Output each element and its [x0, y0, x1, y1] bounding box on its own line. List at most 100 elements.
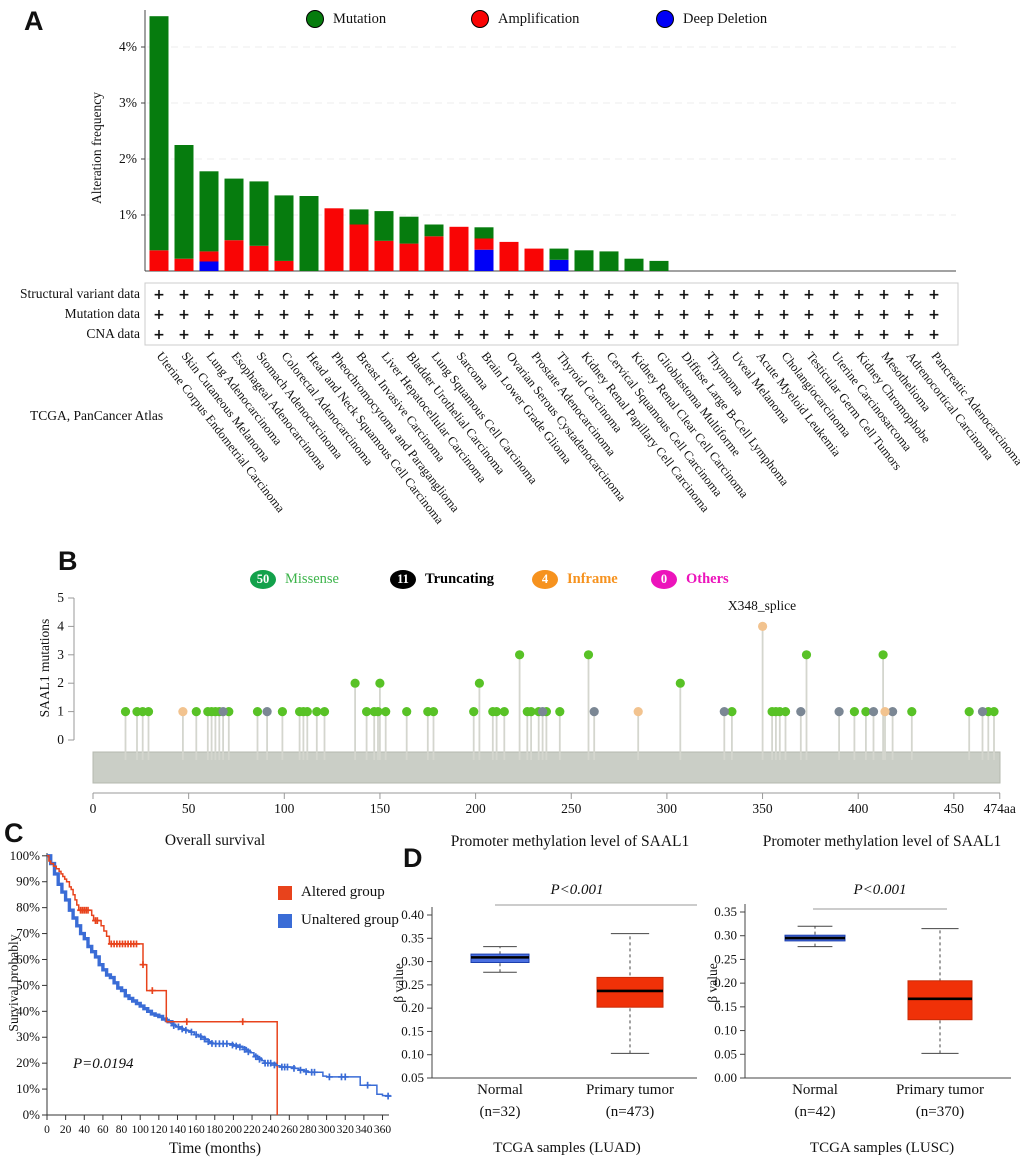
data-available-mark: +: [528, 287, 540, 303]
x-tick-label: 150: [370, 801, 391, 816]
x-tick-label: 0: [44, 1124, 50, 1136]
deep-deletion-legend-label: Deep Deletion: [683, 10, 768, 27]
lollipop-dot: [492, 707, 502, 717]
data-available-mark: +: [478, 287, 490, 303]
row-label-mutation-data: Mutation data: [64, 306, 140, 321]
x-tick-label: 100: [274, 801, 295, 816]
lollipop-dot: [964, 707, 974, 717]
bar-segment: [499, 241, 519, 271]
altered-curve: [47, 855, 278, 1115]
unaltered-group-label: Unaltered group: [301, 912, 399, 928]
x-tick-label: 260: [281, 1124, 299, 1136]
bar-segment: [574, 250, 594, 271]
bar-segment: [649, 260, 669, 271]
lollipop-dot: [849, 707, 860, 717]
data-available-mark: +: [428, 327, 440, 343]
bar-segment: [474, 238, 494, 250]
legend-item-truncating: 11 Truncating: [390, 570, 494, 589]
bar-segment: [199, 251, 219, 262]
x-tick-label: 220: [243, 1124, 261, 1136]
data-available-mark: +: [653, 307, 665, 323]
x-tick-label: 340: [355, 1124, 373, 1136]
bar-segment: [274, 195, 294, 261]
x-tick-label: 280: [299, 1124, 317, 1136]
data-available-mark: +: [828, 287, 840, 303]
data-available-mark: +: [203, 307, 215, 323]
luad-x-axis-title: TCGA samples (LUAD): [493, 1140, 641, 1156]
lollipop-dot: [252, 707, 263, 717]
bar-segment: [349, 209, 369, 225]
data-available-mark: +: [803, 327, 815, 343]
data-available-mark: +: [328, 307, 340, 323]
data-available-mark: +: [903, 307, 915, 323]
bar-segment: [349, 224, 369, 271]
data-available-mark: +: [603, 327, 615, 343]
data-available-mark: +: [228, 307, 240, 323]
truncating-legend-label: Truncating: [425, 571, 495, 587]
data-available-mark: +: [828, 327, 840, 343]
lollipop-dot: [907, 707, 917, 717]
x-tick-label: 180: [206, 1124, 224, 1136]
bar-segment: [374, 211, 394, 241]
data-available-mark: +: [278, 327, 290, 343]
row-label-cna-data: CNA data: [86, 326, 140, 341]
legend-item-deep-deletion: Deep Deletion: [656, 10, 767, 28]
data-available-mark: +: [178, 307, 190, 323]
data-available-mark: +: [728, 327, 740, 343]
unaltered-group-swatch: [278, 913, 292, 928]
panel-c-label: C: [4, 818, 24, 848]
group-n-label: (n=473): [606, 1104, 654, 1120]
bar-segment: [249, 181, 269, 246]
y-tick-label: 0.30: [714, 928, 737, 943]
lollipop-dot: [977, 707, 988, 717]
missense-legend-label: Missense: [285, 571, 339, 587]
y-tick-label: 70%: [16, 926, 40, 941]
x-tick-label: 350: [752, 801, 773, 816]
x-tick-label: 60: [97, 1124, 109, 1136]
legend-item-amplification: Amplification: [471, 10, 579, 28]
x-tick-label: 100: [132, 1124, 150, 1136]
x-tick-label: 120: [150, 1124, 168, 1136]
group-label: Primary tumor: [586, 1082, 674, 1098]
x-tick-label: 300: [318, 1124, 336, 1136]
missense-count-badge: 50: [250, 570, 276, 589]
data-available-mark: +: [378, 287, 390, 303]
data-available-mark: +: [653, 327, 665, 343]
y-tick-label: 3: [57, 647, 64, 662]
luad-p-value: P<0.001: [550, 882, 604, 898]
data-available-mark: +: [578, 287, 590, 303]
group-n-label: (n=42): [795, 1104, 836, 1120]
data-available-mark: +: [503, 287, 515, 303]
y-tick-label: 0.25: [401, 977, 424, 992]
amplification-legend-icon: [471, 10, 489, 28]
data-available-mark: +: [528, 307, 540, 323]
group-n-label: (n=32): [480, 1104, 521, 1120]
data-available-mark: +: [703, 327, 715, 343]
amplification-legend-label: Amplification: [498, 10, 580, 27]
data-available-mark: +: [928, 327, 940, 343]
y-tick-label: 0.15: [401, 1023, 424, 1038]
bar-segment: [174, 145, 194, 259]
legend-item-others: 0 Others: [651, 570, 729, 589]
bar-segment: [474, 227, 494, 239]
lollipop-dot: [861, 707, 871, 717]
bar-segment: [474, 249, 494, 271]
y-tick-label: 0.40: [401, 907, 424, 922]
y-tick-label: 0.35: [401, 930, 424, 945]
x-tick-label: 200: [225, 1124, 243, 1136]
unaltered-curve-thick: [47, 854, 174, 1025]
bar-segment: [149, 16, 169, 251]
bar-segment: [399, 216, 419, 244]
truncating-count-badge: 11: [390, 570, 416, 589]
lollipop-dot: [589, 707, 599, 717]
lollipop-dot: [262, 707, 272, 717]
data-available-mark: +: [228, 327, 240, 343]
data-available-mark: +: [353, 287, 365, 303]
y-tick-label: 0.00: [714, 1070, 737, 1085]
x-tick-label: 50: [182, 801, 196, 816]
y-tick-label: 40%: [16, 1003, 40, 1018]
x-end-label: 474aa: [984, 801, 1016, 816]
x-tick-label: 300: [657, 801, 678, 816]
